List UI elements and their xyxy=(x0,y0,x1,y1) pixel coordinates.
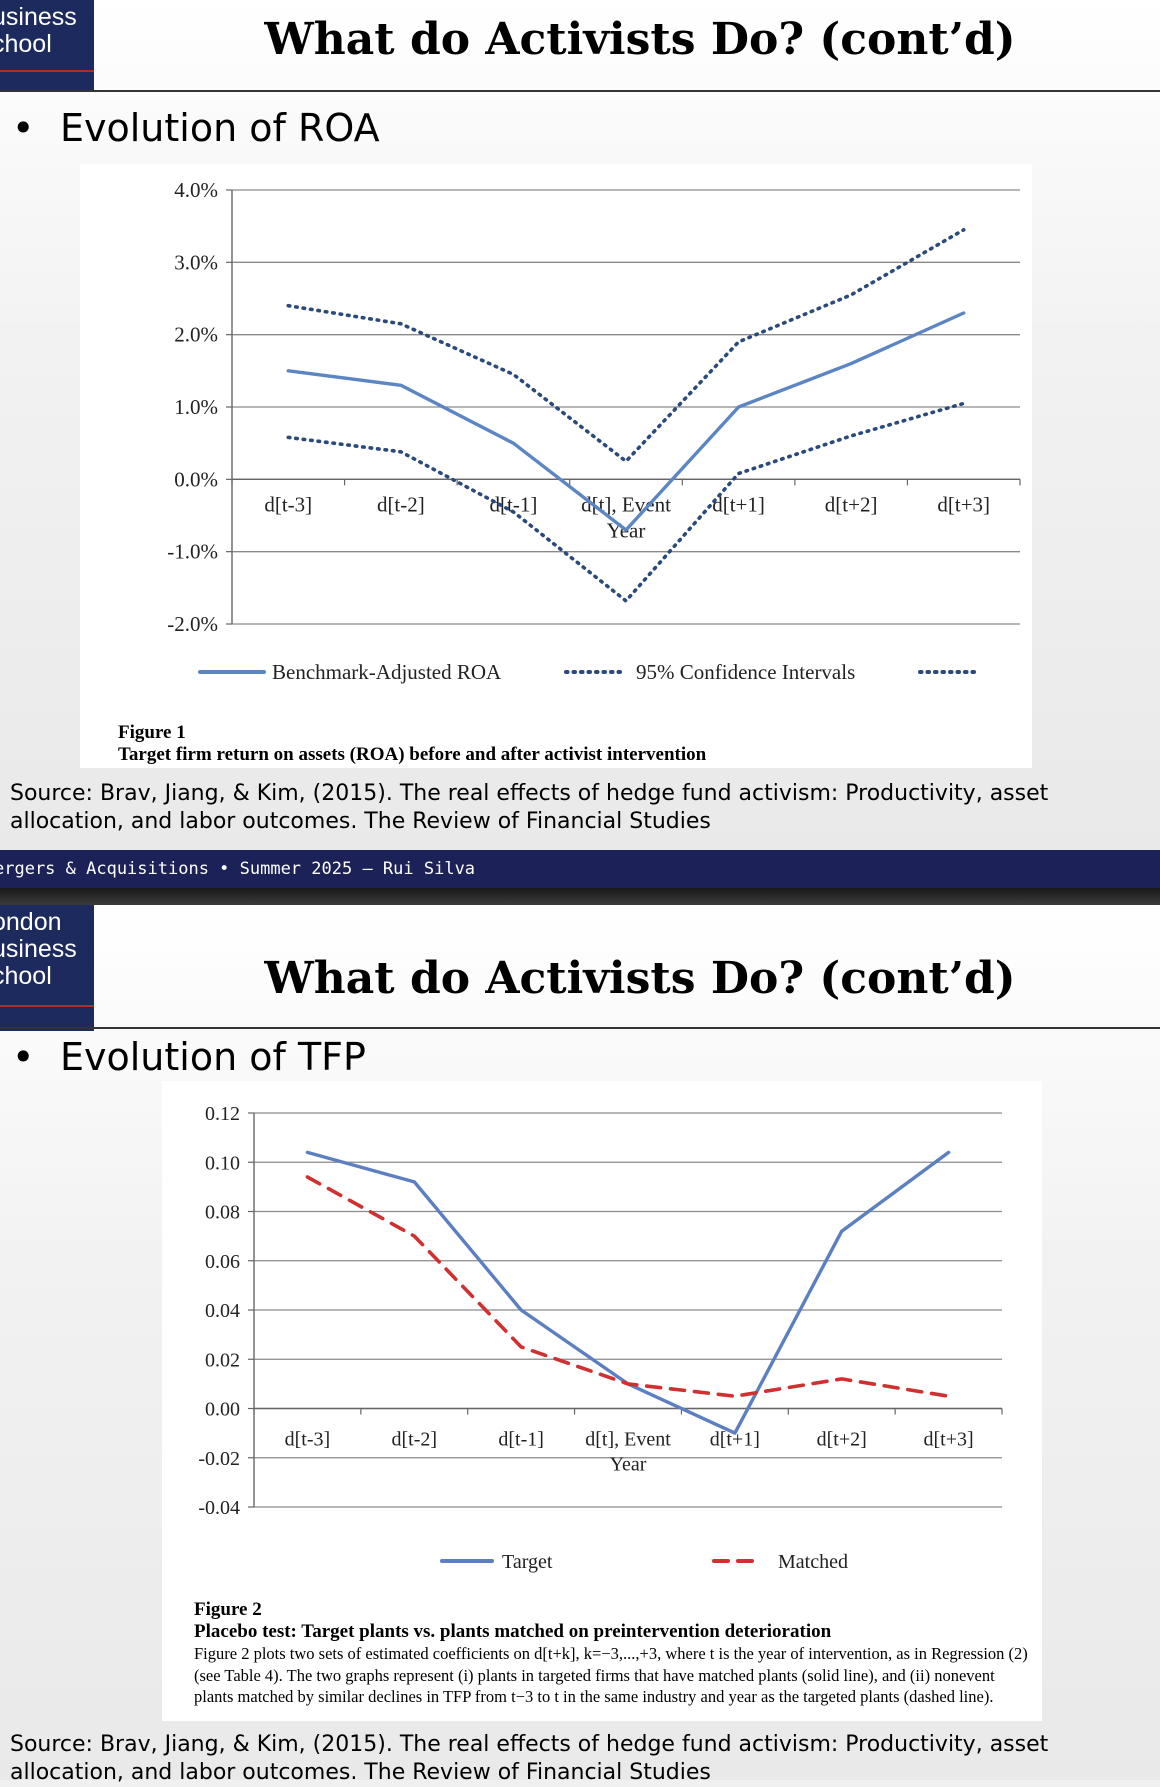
bullet-text: Evolution of ROA xyxy=(60,106,380,150)
y-tick-label: 0.0% xyxy=(174,467,218,491)
slide-tfp: ondon usiness chool What do Activists Do… xyxy=(0,905,1160,1780)
bullet-point: •Evolution of TFP xyxy=(12,1035,366,1079)
figure-title: Placebo test: Target plants vs. plants m… xyxy=(194,1621,1034,1643)
y-tick-label: 0.00 xyxy=(205,1399,240,1421)
slide-title: What do Activists Do? (cont’d) xyxy=(230,14,1050,65)
y-tick-label: 3.0% xyxy=(174,250,218,274)
series-line xyxy=(307,1177,948,1396)
figure-label: Figure 1 xyxy=(118,722,998,744)
x-tick-label: d[t+2] xyxy=(825,492,878,516)
title-divider xyxy=(0,90,1160,92)
figure-description: Figure 2 plots two sets of estimated coe… xyxy=(194,1643,1034,1708)
logo-line: chool xyxy=(0,963,94,990)
logo-accent-line xyxy=(0,1005,94,1007)
y-tick-label: 1.0% xyxy=(174,395,218,419)
figure-1: 4.0% 3.0% 2.0% 1.0% 0.0% -1.0% -2.0% d[t-3] d[t-… xyxy=(80,164,1032,768)
figure-2-caption: Figure 2 Placebo test: Target plants vs.… xyxy=(194,1599,1034,1708)
figure-label: Figure 2 xyxy=(194,1599,1034,1621)
logo-accent-line xyxy=(0,70,94,72)
logo-line: usiness xyxy=(0,4,94,31)
business-school-logo: ondon usiness chool xyxy=(0,905,94,1031)
x-tick-label: Year xyxy=(610,1454,647,1476)
y-tick-label: -0.04 xyxy=(198,1497,240,1519)
bullet-dot-icon: • xyxy=(12,1035,60,1079)
roa-chart: 4.0% 3.0% 2.0% 1.0% 0.0% -1.0% -2.0% d[t-3] d[t-… xyxy=(80,164,1032,768)
logo-line: chool xyxy=(0,31,94,58)
source-citation: Source: Brav, Jiang, & Kim, (2015). The … xyxy=(10,1731,1155,1787)
footer-bar: ergers & Acquisitions • Summer 2025 – Ru… xyxy=(0,850,1160,888)
x-tick-label: d[t-3] xyxy=(285,1429,331,1451)
y-tick-label: 4.0% xyxy=(174,178,218,202)
x-tick-label: d[t-2] xyxy=(392,1429,438,1451)
y-tick-label: 0.04 xyxy=(205,1300,240,1322)
x-tick-label: d[t-1] xyxy=(498,1429,544,1451)
y-tick-label: 0.08 xyxy=(205,1202,240,1224)
bullet-dot-icon: • xyxy=(12,106,60,150)
y-tick-label: 2.0% xyxy=(174,323,218,347)
legend-label: Matched xyxy=(778,1551,848,1573)
x-tick-label: d[t+3] xyxy=(923,1429,973,1451)
legend-label: Target xyxy=(502,1551,553,1573)
y-tick-label: -0.02 xyxy=(198,1448,240,1470)
footer-text: ergers & Acquisitions • Summer 2025 – Ru… xyxy=(0,859,475,879)
x-tick-label: d[t], Event xyxy=(585,1429,671,1451)
y-tick-label: -1.0% xyxy=(167,540,218,564)
x-tick-label: d[t-2] xyxy=(377,492,425,516)
y-tick-label: -2.0% xyxy=(167,612,218,636)
title-divider xyxy=(0,1027,1160,1029)
y-tick-label: 0.02 xyxy=(205,1349,240,1371)
legend-label: Benchmark-Adjusted ROA xyxy=(272,660,502,684)
x-tick-label: d[t+3] xyxy=(937,492,990,516)
y-tick-label: 0.06 xyxy=(205,1251,240,1273)
bullet-text: Evolution of TFP xyxy=(60,1035,366,1079)
legend-label: 95% Confidence Intervals xyxy=(636,660,855,684)
slide-title: What do Activists Do? (cont’d) xyxy=(230,953,1050,1004)
figure-title: Target firm return on assets (ROA) befor… xyxy=(118,744,998,766)
figure-2: 0.12 0.10 0.08 0.06 0.04 0.02 0.00 -0.02 -0.04 d[… xyxy=(162,1081,1042,1721)
slide-roa: usiness chool What do Activists Do? (con… xyxy=(0,0,1160,850)
series-line xyxy=(288,230,963,461)
slide-separator xyxy=(0,888,1160,905)
y-tick-label: 0.12 xyxy=(205,1103,240,1125)
x-tick-label: d[t+2] xyxy=(817,1429,867,1451)
business-school-logo: usiness chool xyxy=(0,0,94,92)
figure-1-caption: Figure 1 Target firm return on assets (R… xyxy=(118,722,998,766)
logo-line: usiness xyxy=(0,936,94,963)
bullet-point: •Evolution of ROA xyxy=(12,106,380,150)
x-tick-label: d[t-3] xyxy=(264,492,312,516)
series-line xyxy=(307,1152,948,1433)
source-citation: Source: Brav, Jiang, & Kim, (2015). The … xyxy=(10,780,1155,836)
logo-line: ondon xyxy=(0,909,94,936)
y-tick-label: 0.10 xyxy=(205,1152,240,1174)
